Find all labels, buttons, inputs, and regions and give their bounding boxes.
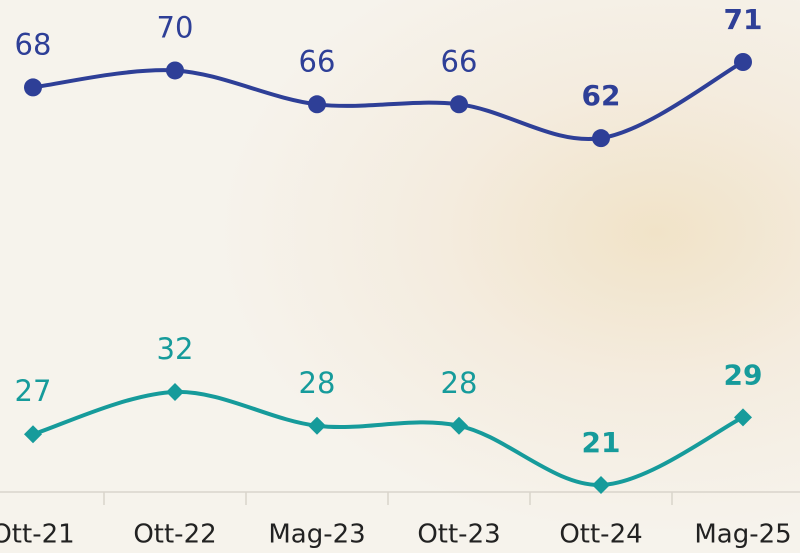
point-marker [734,408,752,427]
data-label: 62 [582,79,621,112]
point-marker [166,382,184,401]
point-marker [308,95,326,114]
point-marker [24,78,42,97]
point-marker [308,416,326,435]
point-marker [24,425,42,444]
x-tick-label: Mag-25 [694,520,791,550]
point-marker [166,61,184,80]
x-tick-label: Ott-22 [133,520,216,550]
series-line [32,389,744,488]
data-label: 32 [157,332,194,366]
data-label: 68 [15,27,52,61]
data-label: 28 [299,366,336,400]
point-marker [592,476,610,494]
point-marker [592,129,610,148]
x-tick-label: Ott-23 [417,520,500,550]
data-label: 70 [157,10,194,44]
point-marker [734,53,752,71]
data-label: 71 [724,3,763,36]
x-tick-label: Ott-21 [0,520,75,550]
data-label: 27 [15,374,52,408]
data-label: 21 [582,426,621,459]
x-tick-label: Ott-24 [559,520,642,550]
data-label: 29 [724,358,763,391]
point-marker [450,416,468,435]
data-label: 28 [441,366,478,400]
x-tick-label: Mag-23 [268,520,365,550]
data-label: 66 [441,44,478,78]
data-label: 66 [299,44,336,78]
point-marker [450,95,468,114]
series-line [32,60,744,142]
